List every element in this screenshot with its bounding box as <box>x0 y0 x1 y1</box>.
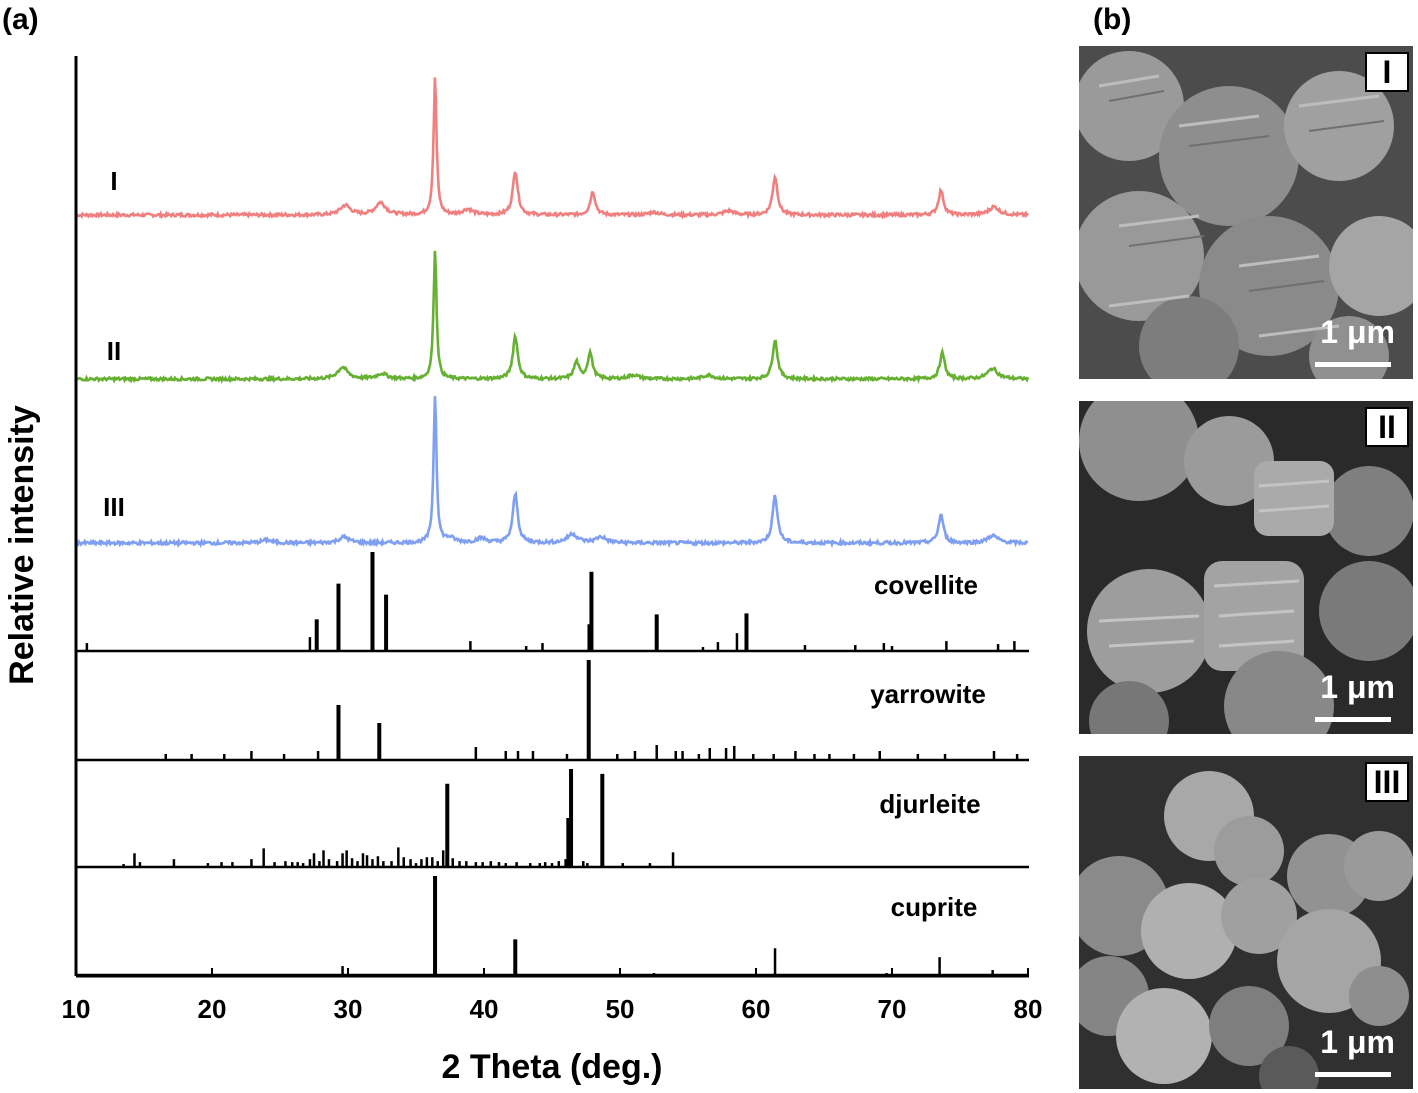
reference-label-yarrowite: yarrowite <box>870 679 986 709</box>
x-tick-label-70: 70 <box>878 994 907 1024</box>
scale-bar-label-1: 1 μm <box>1320 314 1395 350</box>
series-line-II <box>75 250 1030 384</box>
y-axis-label: Relative intensity <box>3 405 41 685</box>
panel-label-b: (b) <box>1093 3 1131 36</box>
series-line-I <box>75 77 1030 220</box>
series-line-III <box>74 396 1029 549</box>
x-tick-label-20: 20 <box>198 994 227 1024</box>
reference-label-cuprite: cuprite <box>891 892 978 922</box>
series-label-I: I <box>110 166 117 196</box>
reference-label-djurleite: djurleite <box>879 789 980 819</box>
sem-label-3: III <box>1365 762 1409 802</box>
scale-bar-3 <box>1315 1072 1391 1077</box>
x-tick-label-50: 50 <box>606 994 635 1024</box>
scale-bar-label-2: 1 μm <box>1320 669 1395 705</box>
sem-image-3 <box>1079 756 1413 1089</box>
x-axis-label: 2 Theta (deg.) <box>441 1048 662 1086</box>
sem-label-2: II <box>1365 407 1409 447</box>
series-label-III: III <box>103 492 125 522</box>
sem-panel-3: III 1 μm <box>1079 756 1413 1089</box>
plot-area: IIIIIIcovelliteyarrowitedjurleitecuprite… <box>62 56 1043 1024</box>
x-tick-label-30: 30 <box>334 994 363 1024</box>
series-label-II: II <box>107 336 121 366</box>
reference-label-covellite: covellite <box>874 570 978 600</box>
sem-image-1 <box>1079 46 1413 379</box>
x-tick-label-60: 60 <box>742 994 771 1024</box>
scale-bar-1 <box>1315 362 1391 367</box>
sem-panel-1: I 1 μm <box>1079 46 1413 379</box>
sem-panel-2: II 1 μm <box>1079 401 1413 734</box>
x-tick-label-40: 40 <box>470 994 499 1024</box>
x-tick-label-10: 10 <box>62 994 91 1024</box>
sem-label-1: I <box>1365 52 1409 92</box>
sem-image-2 <box>1079 401 1413 734</box>
scale-bar-label-3: 1 μm <box>1320 1024 1395 1060</box>
panel-label-a: (a) <box>2 3 39 36</box>
x-tick-label-80: 80 <box>1014 994 1043 1024</box>
scale-bar-2 <box>1315 717 1391 722</box>
